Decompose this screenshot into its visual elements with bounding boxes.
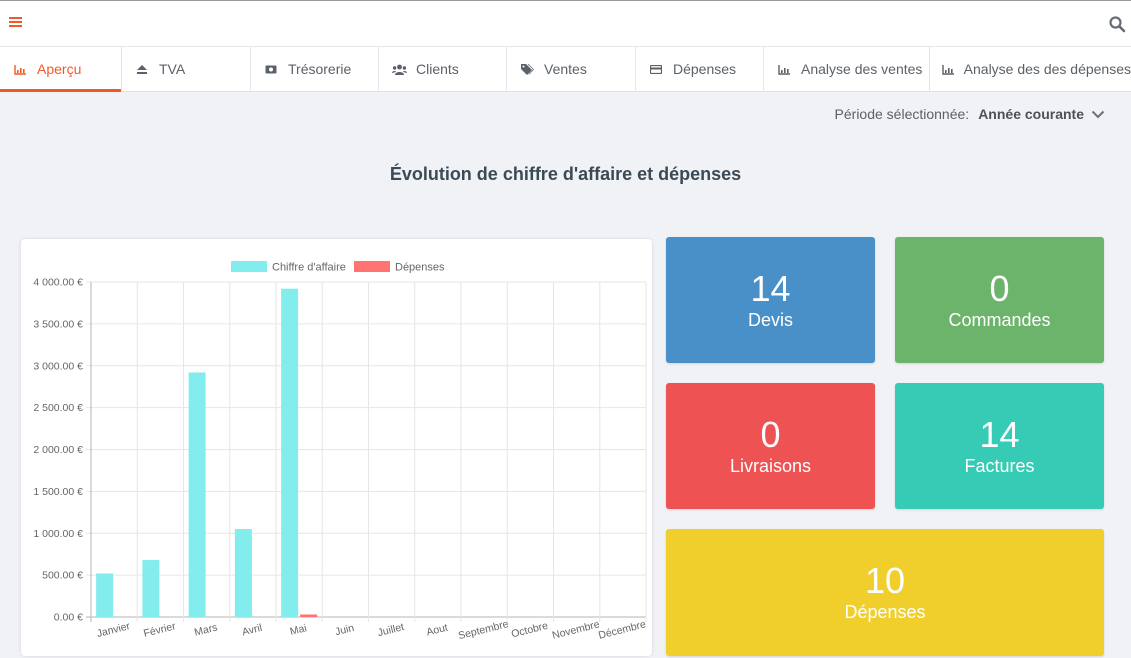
chevron-down-icon [1091, 110, 1105, 118]
revenue-expense-chart-card: 0.00 € 500.00 € 1 000.00 € 1 500.00 € 2 000.… [21, 239, 652, 656]
bar-chiffre-affaire [188, 372, 206, 617]
tab-apercu[interactable]: Aperçu [0, 47, 122, 92]
credit-card-icon [645, 64, 667, 74]
tab-analyse-ventes[interactable]: Analyse des ventes [764, 47, 930, 91]
stat-value: 10 [864, 560, 906, 601]
users-icon [388, 64, 410, 75]
y-tick-label: 2 000.00 € [33, 444, 83, 456]
bar-chiffre-affaire [142, 560, 160, 617]
x-tick-label: Octobre [510, 620, 549, 641]
x-tick-label: Mai [289, 622, 308, 638]
y-tick-label: 1 500.00 € [33, 486, 83, 498]
tab-label: Trésorerie [288, 61, 352, 77]
y-tick-label: 3 500.00 € [33, 318, 83, 330]
bar-chiffre-affaire [96, 573, 114, 617]
tab-label: Analyse des ventes [801, 61, 923, 77]
period-label: Période sélectionnée: [834, 106, 970, 122]
x-tick-label: Avril [241, 622, 264, 639]
section-title: Évolution de chiffre d'affaire et dépens… [389, 164, 742, 184]
tab-analyse-depenses[interactable]: Analyse des des dépenses [930, 47, 1131, 91]
x-tick-label: Juin [334, 622, 356, 638]
y-tick-label: 0.00 € [54, 612, 83, 624]
bar-chart: 0.00 € 500.00 € 1 000.00 € 1 500.00 € 2 000.… [33, 261, 647, 642]
tab-label: Clients [416, 61, 459, 77]
search-icon[interactable] [1108, 15, 1126, 33]
tab-depenses[interactable]: Dépenses [636, 47, 764, 91]
y-tick-label: 1 000.00 € [33, 528, 83, 540]
x-tick-label: Mars [193, 621, 219, 638]
y-tick-label: 4 000.00 € [33, 277, 83, 289]
tags-icon [516, 63, 538, 75]
legend-label: Chiffre d'affaire [272, 262, 346, 274]
stat-card-depenses[interactable]: 10 Dépenses [666, 529, 1104, 656]
money-icon [260, 65, 282, 74]
bar-chiffre-affaire [234, 529, 252, 617]
period-value: Année courante [978, 106, 1084, 122]
tab-tva[interactable]: TVA [122, 47, 251, 91]
x-tick-label: Janvier [96, 620, 132, 640]
x-tick-label: Septembre [457, 618, 510, 642]
stat-label: Dépenses [844, 602, 926, 622]
tab-ventes[interactable]: Ventes [507, 47, 636, 91]
stat-label: Factures [964, 456, 1035, 476]
stat-value: 14 [979, 414, 1020, 455]
stat-card-livraisons[interactable]: 0 Livraisons [666, 383, 875, 509]
tab-bar: Aperçu TVA Trésorerie Clients Ventes Dép… [0, 47, 1131, 92]
stat-value: 14 [750, 268, 791, 309]
stat-value: 0 [760, 414, 781, 455]
x-tick-label: Aout [425, 622, 449, 639]
x-tick-label: Décembre [597, 618, 647, 641]
tab-label: TVA [159, 61, 186, 77]
top-bar [0, 0, 1131, 47]
eject-icon [131, 64, 153, 75]
line-chart-icon [9, 64, 31, 75]
y-tick-label: 500.00 € [42, 570, 83, 582]
tab-clients[interactable]: Clients [379, 47, 507, 91]
legend-swatch-depenses [354, 261, 390, 272]
hamburger-icon[interactable] [9, 17, 22, 29]
x-tick-label: Novembre [551, 618, 601, 641]
y-tick-label: 2 500.00 € [33, 402, 83, 414]
stat-label: Commandes [948, 310, 1051, 330]
tab-label: Ventes [544, 61, 587, 77]
legend-label: Dépenses [395, 262, 445, 274]
line-chart-icon [773, 64, 795, 75]
tab-tresorerie[interactable]: Trésorerie [251, 47, 379, 91]
stat-label: Livraisons [729, 456, 812, 476]
tab-label: Dépenses [673, 61, 737, 77]
period-selector[interactable]: Période sélectionnée: Année courante [835, 106, 1105, 122]
legend-swatch-chiffre-affaire [231, 261, 267, 272]
y-tick-label: 3 000.00 € [33, 360, 83, 372]
stat-label: Devis [747, 310, 793, 330]
stat-value: 0 [989, 268, 1010, 309]
stat-card-devis[interactable]: 14 Devis [666, 237, 875, 363]
tab-label: Aperçu [37, 61, 82, 77]
x-tick-label: Juillet [376, 621, 405, 639]
stat-card-commandes[interactable]: 0 Commandes [895, 237, 1104, 363]
tab-label: Analyse des des dépenses [963, 61, 1131, 77]
stat-card-factures[interactable]: 14 Factures [895, 383, 1104, 509]
x-tick-label: Février [142, 620, 177, 640]
bar-depenses [300, 614, 318, 617]
line-chart-icon [939, 64, 958, 75]
bar-chiffre-affaire [281, 288, 299, 617]
